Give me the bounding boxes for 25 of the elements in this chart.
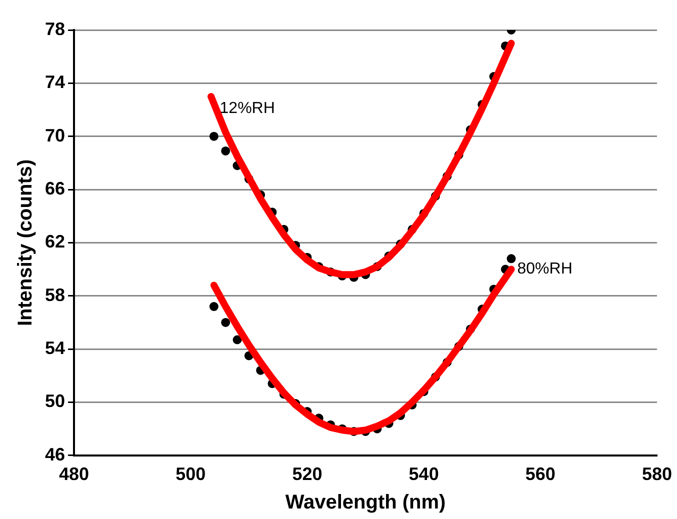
- annotation: 80%RH: [517, 260, 572, 278]
- point: [221, 318, 230, 327]
- y-tick-label: 50: [44, 391, 66, 412]
- y-tick-label: 58: [44, 284, 66, 305]
- y-tick-label: 70: [44, 125, 66, 146]
- x-tick-label: 500: [176, 464, 206, 484]
- point: [506, 254, 516, 264]
- x-tick-label: 580: [642, 464, 672, 484]
- annotation: 12%RH: [220, 100, 275, 117]
- x-tick-label: 560: [525, 464, 556, 484]
- x-axis-title: Wavelength (nm): [285, 492, 446, 514]
- y-tick-label: 62: [44, 232, 66, 252]
- y-tick-label: 54: [44, 338, 66, 358]
- y-axis-title: Intensity (counts): [14, 159, 37, 326]
- y-tick-label: 74: [44, 72, 66, 92]
- point: [209, 132, 218, 141]
- x-tick-label: 520: [292, 464, 322, 484]
- x-tick-label: 540: [408, 464, 439, 484]
- y-tick-label: 78: [44, 18, 66, 39]
- point: [232, 335, 242, 344]
- y-tick-label: 66: [44, 178, 66, 198]
- x-tick-label: 480: [59, 464, 90, 484]
- point: [209, 302, 218, 312]
- y-tick-label: 46: [44, 444, 66, 464]
- point: [221, 146, 230, 156]
